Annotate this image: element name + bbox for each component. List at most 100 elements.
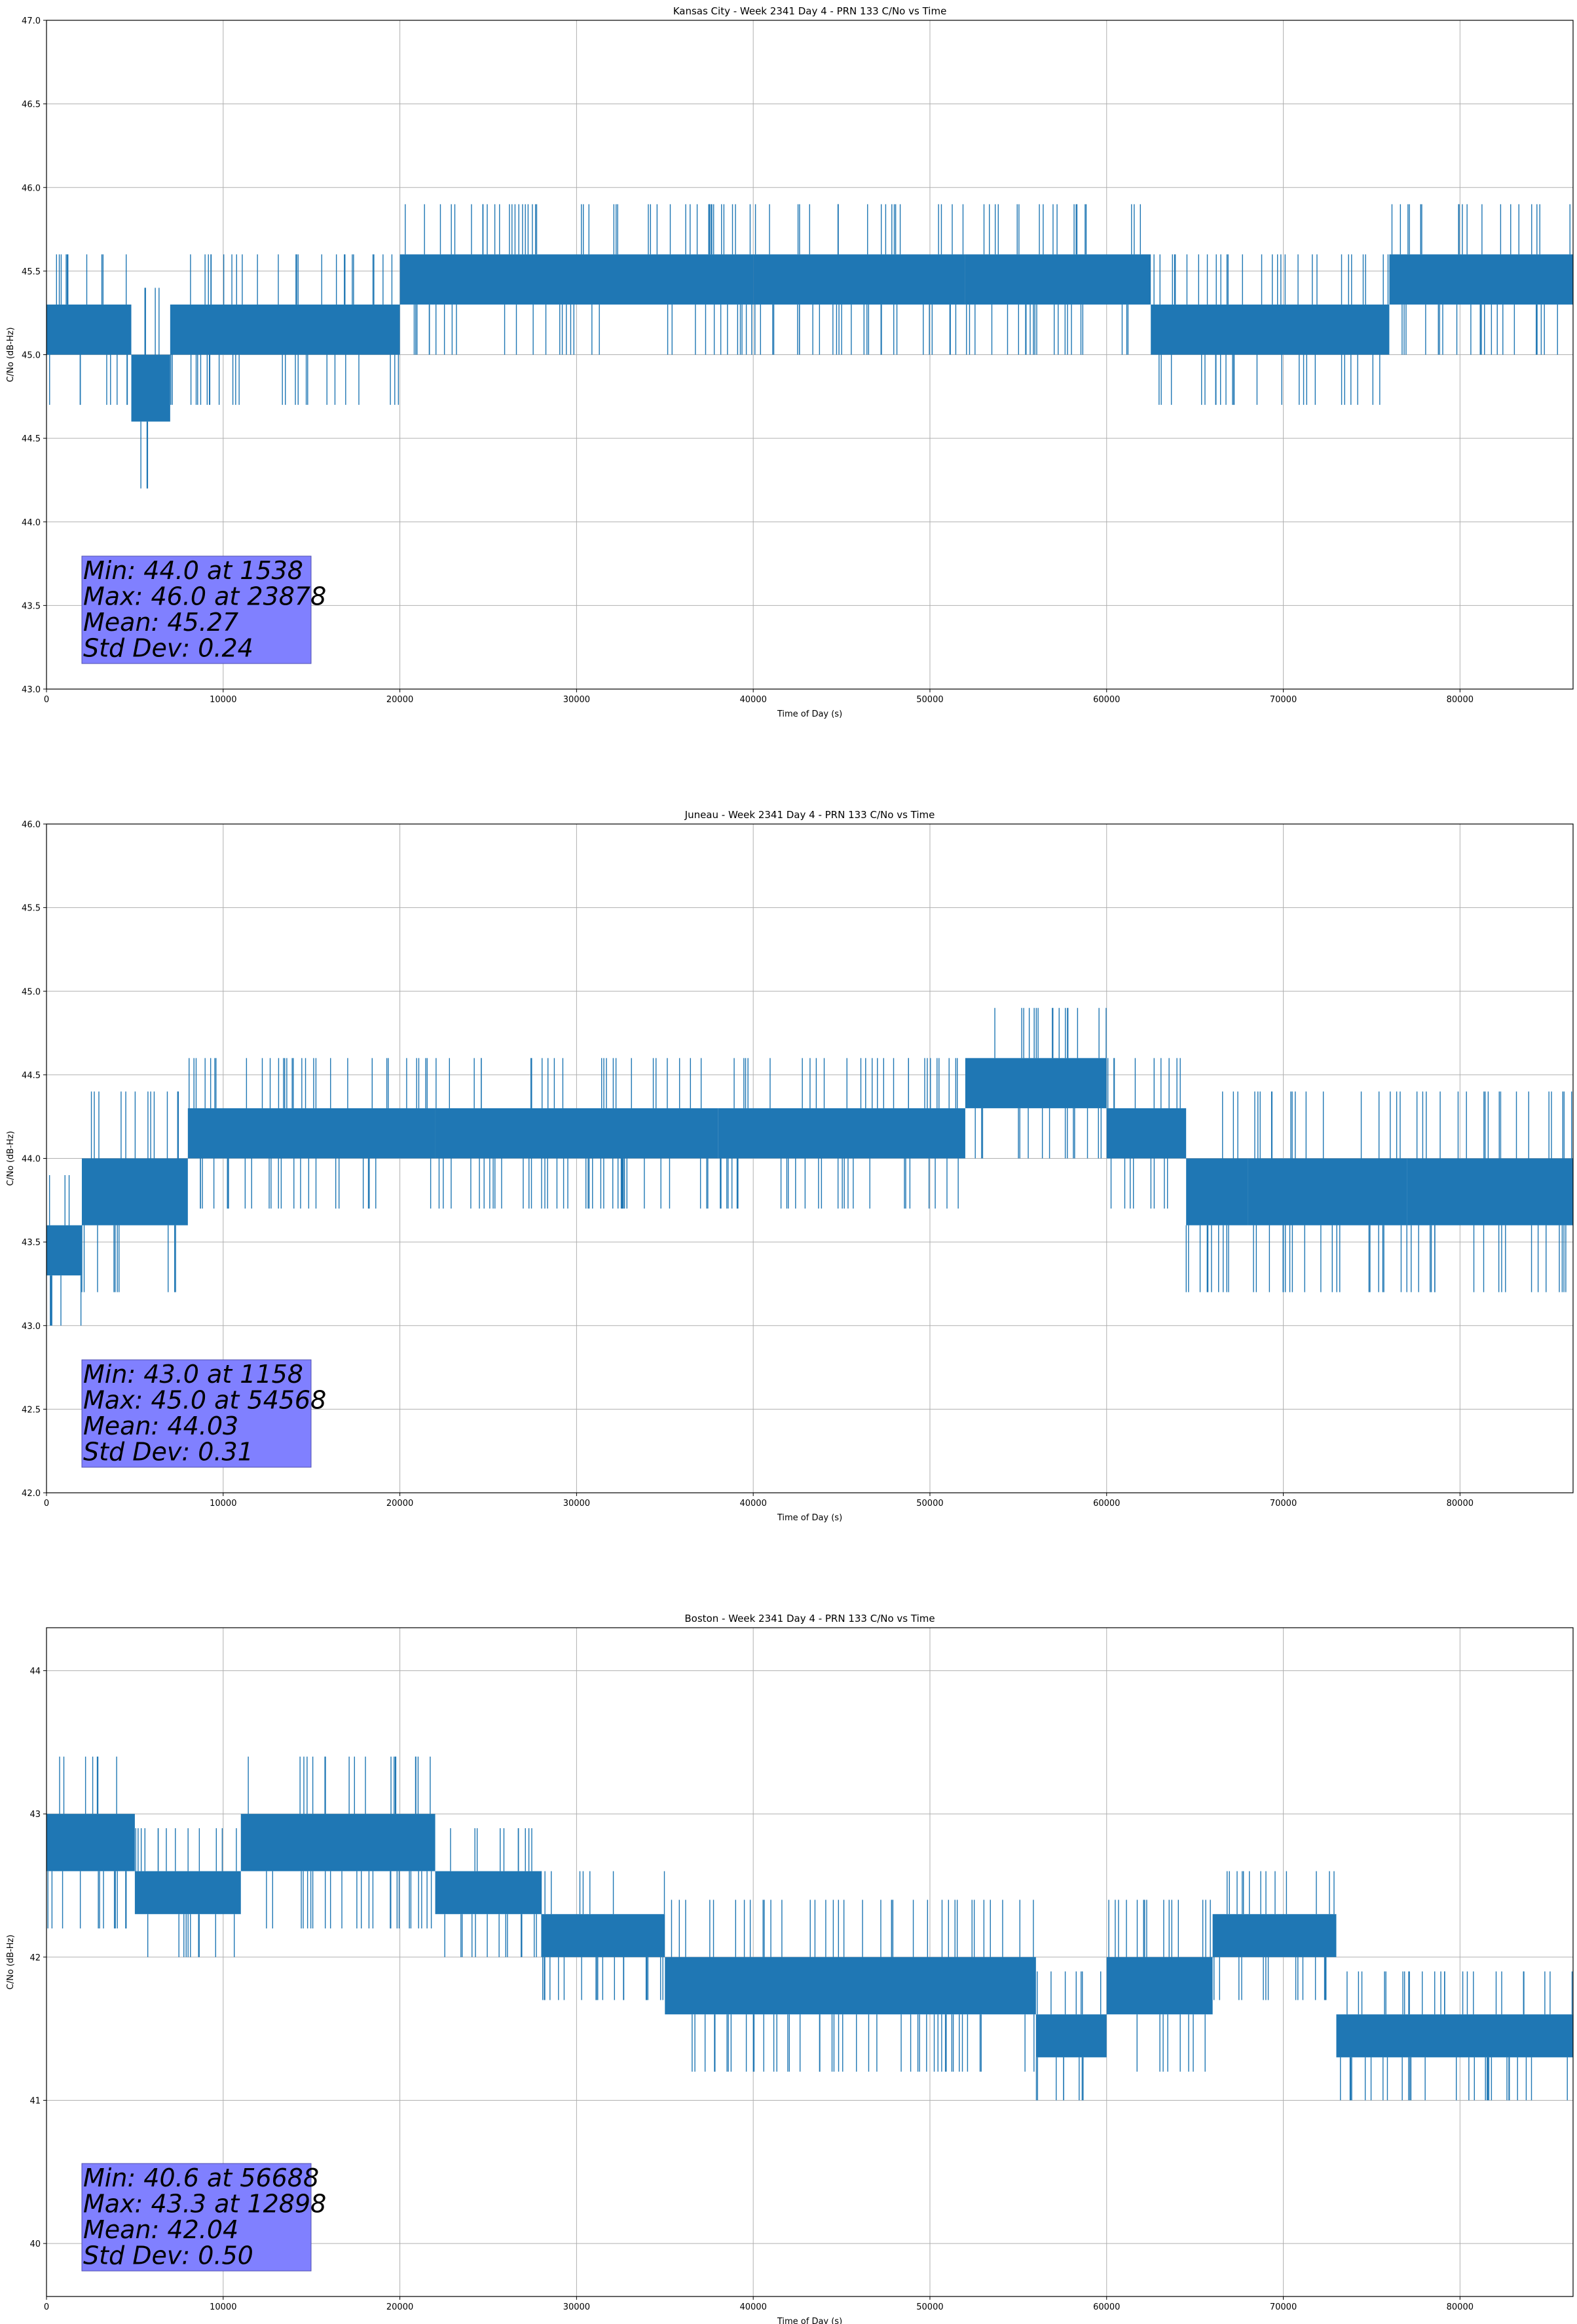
x-tick-label: 30000	[563, 2302, 590, 2312]
x-axis-label: Time of Day (s)	[777, 2317, 842, 2324]
stat-min: Min: 43.0 at 1158	[83, 1360, 303, 1389]
band-segment	[81, 1158, 188, 1226]
band-segment	[753, 254, 965, 305]
subplot-1: Kansas City - Week 2341 Day 4 - PRN 133 …	[6, 5, 1574, 719]
plot-frame	[46, 1627, 1574, 2297]
spike-lines	[49, 204, 1570, 489]
x-tick-label: 0	[44, 2302, 49, 2312]
x-tick-label: 10000	[210, 1499, 236, 1509]
y-tick-label: 45.5	[22, 904, 41, 914]
y-tick-label: 43	[29, 1810, 41, 1820]
y-tick-label: 40	[29, 2240, 41, 2249]
data-series	[46, 1007, 1573, 1326]
x-tick-label: 50000	[916, 2302, 943, 2312]
y-tick-label: 46.5	[22, 100, 41, 110]
y-tick-label: 44.0	[22, 518, 41, 528]
band-segment	[187, 1108, 436, 1159]
y-tick-label: 43.5	[22, 1238, 41, 1248]
y-tick-label: 44.0	[22, 1155, 41, 1165]
band-segment	[1336, 2014, 1573, 2057]
x-tick-label: 0	[44, 1499, 49, 1509]
band-segment	[718, 1108, 965, 1159]
stat-std: Std Dev: 0.50	[83, 2241, 253, 2270]
band-segment	[1186, 1158, 1248, 1226]
y-tick-label: 45.0	[22, 987, 41, 997]
y-axis-label: C/No (dB-Hz)	[6, 1935, 16, 1990]
chart-title: Kansas City - Week 2341 Day 4 - PRN 133 …	[673, 5, 947, 17]
y-tick-label: 44.5	[22, 1071, 41, 1081]
y-tick-label: 46.0	[22, 183, 41, 193]
x-tick-label: 20000	[386, 1499, 413, 1509]
y-tick-label: 46.0	[22, 820, 41, 830]
spike-lines	[47, 1756, 1573, 2101]
band-segment	[240, 1814, 436, 1871]
stat-max: Max: 45.0 at 54568	[83, 1386, 326, 1415]
band-segment	[665, 1957, 1036, 2015]
band-segment	[1035, 2014, 1107, 2057]
x-tick-label: 10000	[210, 695, 236, 705]
stat-mean: Mean: 44.03	[83, 1412, 238, 1440]
x-tick-label: 30000	[563, 1499, 590, 1509]
band-segment	[1248, 1158, 1407, 1226]
x-tick-label: 80000	[1447, 695, 1474, 705]
band-segment	[1407, 1158, 1573, 1226]
band-segment	[1106, 1108, 1187, 1159]
x-tick-label: 20000	[386, 2302, 413, 2312]
y-axis-label: C/No (dB-Hz)	[6, 1131, 16, 1186]
x-tick-label: 10000	[210, 2302, 236, 2312]
y-tick-label: 45.0	[22, 351, 41, 361]
band-segment	[965, 254, 1151, 305]
band-segment	[965, 1058, 1107, 1108]
x-tick-label: 70000	[1270, 2302, 1297, 2312]
stat-std: Std Dev: 0.31	[83, 1438, 253, 1467]
band-segment	[46, 1225, 82, 1276]
y-axis-label: C/No (dB-Hz)	[6, 328, 16, 383]
x-tick-label: 50000	[916, 695, 943, 705]
y-tick-label: 43.0	[22, 1322, 41, 1332]
x-tick-label: 70000	[1270, 695, 1297, 705]
x-tick-label: 40000	[739, 695, 766, 705]
band-segment	[435, 1108, 718, 1159]
chart-title: Juneau - Week 2341 Day 4 - PRN 133 C/No …	[684, 809, 935, 821]
band-segment	[170, 304, 400, 355]
band-segment	[46, 304, 132, 355]
band-segment	[1106, 1957, 1213, 2015]
stat-min: Min: 44.0 at 1538	[83, 556, 303, 585]
y-tick-label: 44.5	[22, 434, 41, 444]
stat-mean: Mean: 42.04	[83, 2215, 238, 2244]
band-segment	[131, 354, 170, 422]
y-tick-label: 41	[29, 2096, 41, 2106]
band-segment	[399, 254, 754, 305]
subplot-3: Boston - Week 2341 Day 4 - PRN 133 C/No …	[6, 1613, 1574, 2324]
x-tick-label: 20000	[386, 695, 413, 705]
chart-title: Boston - Week 2341 Day 4 - PRN 133 C/No …	[684, 1613, 935, 1624]
band-segment	[435, 1871, 542, 1915]
subplot-2: Juneau - Week 2341 Day 4 - PRN 133 C/No …	[6, 809, 1574, 1523]
y-tick-label: 45.5	[22, 267, 41, 277]
x-tick-label: 80000	[1447, 1499, 1474, 1509]
stat-std: Std Dev: 0.24	[83, 634, 253, 663]
band-segment	[46, 1814, 135, 1871]
band-segment	[1151, 304, 1390, 355]
stat-max: Max: 46.0 at 23878	[83, 582, 326, 611]
band-segment	[134, 1871, 241, 1915]
x-axis-label: Time of Day (s)	[777, 1513, 842, 1523]
stats-box	[81, 2163, 312, 2272]
stat-mean: Mean: 45.27	[83, 608, 238, 637]
x-axis-label: Time of Day (s)	[777, 709, 842, 719]
stat-max: Max: 43.3 at 12898	[83, 2190, 326, 2219]
y-tick-label: 42	[29, 1953, 41, 1963]
stat-min: Min: 40.6 at 56688	[83, 2164, 319, 2192]
data-series	[46, 204, 1573, 489]
x-tick-label: 60000	[1093, 1499, 1120, 1509]
x-tick-label: 60000	[1093, 695, 1120, 705]
y-tick-label: 47.0	[22, 16, 41, 26]
x-tick-label: 40000	[739, 2302, 766, 2312]
spike-lines	[48, 1007, 1572, 1326]
x-tick-label: 0	[44, 695, 49, 705]
band-segment	[541, 1914, 665, 1957]
y-tick-label: 44	[29, 1667, 41, 1677]
y-tick-label: 43.0	[22, 685, 41, 695]
stats-box	[81, 1359, 312, 1468]
